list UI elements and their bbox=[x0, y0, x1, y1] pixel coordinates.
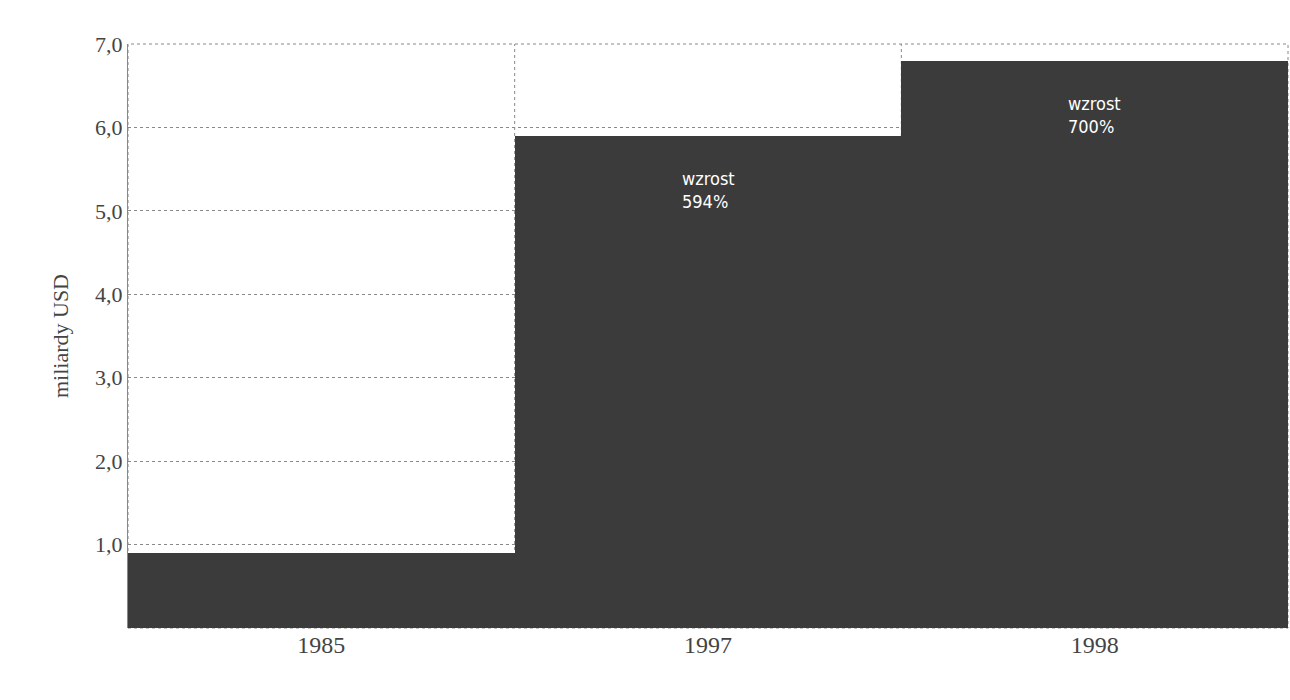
svg-text:1,0: 1,0 bbox=[95, 532, 123, 557]
svg-text:5,0: 5,0 bbox=[95, 199, 123, 224]
svg-text:3,0: 3,0 bbox=[95, 365, 123, 390]
svg-text:1997: 1997 bbox=[684, 632, 732, 658]
svg-text:wzrost700%: wzrost700% bbox=[1068, 93, 1121, 137]
svg-text:wzrost594%: wzrost594% bbox=[682, 168, 735, 212]
svg-text:6,0: 6,0 bbox=[95, 115, 123, 140]
svg-text:7,0: 7,0 bbox=[95, 32, 123, 57]
svg-text:1985: 1985 bbox=[297, 632, 345, 658]
svg-text:4,0: 4,0 bbox=[95, 282, 123, 307]
svg-text:miliardy USD: miliardy USD bbox=[48, 274, 73, 398]
svg-text:1998: 1998 bbox=[1071, 632, 1119, 658]
svg-text:2,0: 2,0 bbox=[95, 449, 123, 474]
